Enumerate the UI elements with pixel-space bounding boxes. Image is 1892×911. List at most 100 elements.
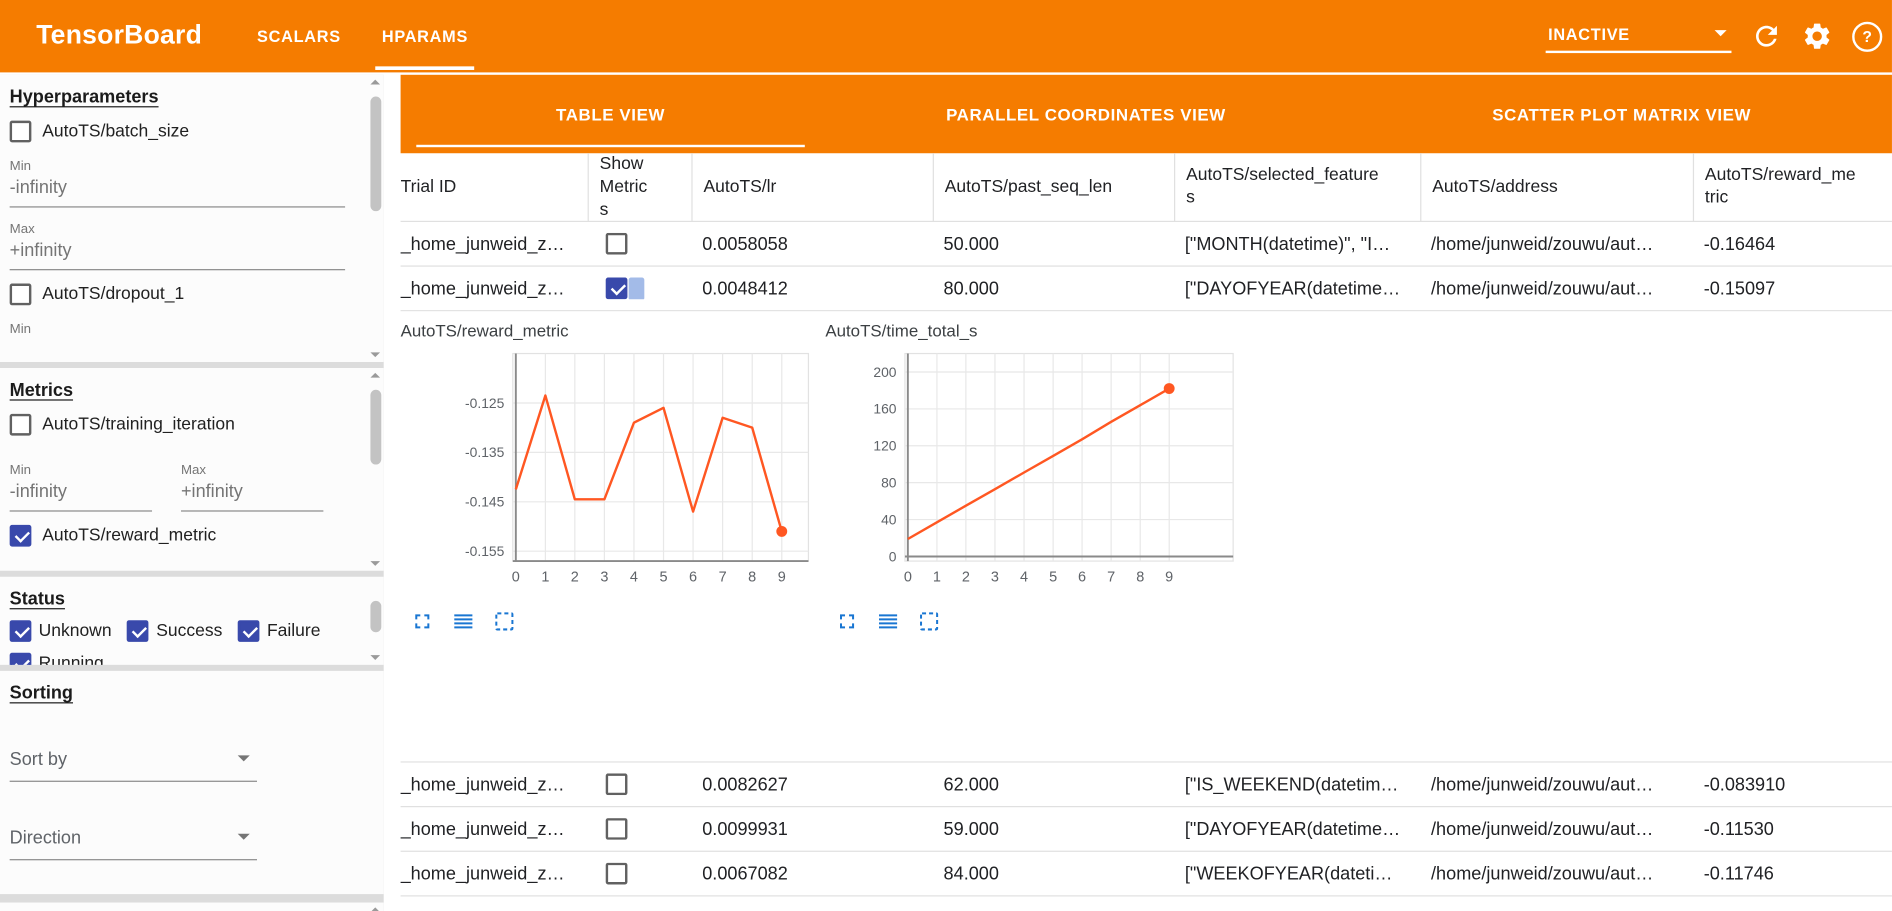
table-row[interactable]: _home_junweid_z… 0.0048412 80.000 ["DAYO… — [400, 267, 1892, 312]
scroll-down-icon[interactable] — [370, 352, 381, 358]
checkbox[interactable] — [9, 620, 32, 642]
scroll-down-icon[interactable] — [370, 561, 381, 566]
fullscreen-icon[interactable] — [835, 609, 859, 633]
svg-text:-0.155: -0.155 — [465, 543, 505, 559]
svg-text:160: 160 — [873, 401, 896, 417]
min-input[interactable]: -infinity — [9, 478, 153, 512]
table-row[interactable]: _home_junweid_z… 0.0067082 84.000 ["WEEK… — [400, 852, 1892, 897]
trial-id-cell: _home_junweid_z… — [400, 233, 565, 254]
show-metrics-cell — [588, 862, 692, 885]
scrollbar[interactable] — [368, 75, 382, 362]
fullscreen-icon[interactable] — [410, 609, 434, 633]
dashed-square-icon[interactable] — [492, 609, 516, 633]
scroll-up-icon[interactable] — [370, 79, 381, 85]
dashed-square-icon[interactable] — [917, 609, 941, 633]
past-seq-len-cell: 50.000 — [943, 233, 999, 254]
table-row[interactable]: _home_junweid_z… 0.0082627 62.000 ["IS_W… — [400, 763, 1892, 808]
metric-item[interactable]: AutoTS/training_iteration — [9, 411, 384, 438]
tab-scatter-plot-matrix-view[interactable]: SCATTER PLOT MATRIX VIEW — [1492, 104, 1752, 124]
show-metrics-checkbox[interactable] — [605, 232, 628, 255]
show-metrics-checkbox[interactable] — [605, 818, 628, 840]
scrollbar[interactable] — [368, 577, 382, 665]
min-input[interactable]: -infinity — [9, 174, 346, 208]
status-row: Unknown Success Failure — [9, 620, 384, 642]
show-metrics-checkbox[interactable] — [605, 862, 628, 885]
scroll-down-icon[interactable] — [370, 655, 381, 661]
direction-select[interactable]: Direction — [9, 823, 258, 861]
horizontal-lines-icon[interactable] — [451, 609, 475, 633]
scrollbar-thumb[interactable] — [370, 389, 382, 465]
checkbox[interactable] — [9, 652, 32, 665]
checkbox[interactable] — [9, 413, 32, 436]
hparam-label: AutoTS/dropout_1 — [42, 284, 185, 305]
header-actions: INACTIVE ? — [1545, 0, 1883, 72]
metrics-panel: Metrics AutoTS/training_iteration Min -i… — [0, 368, 384, 571]
show-metrics-checkbox[interactable] — [605, 277, 628, 300]
tab-parallel-coordinates-view[interactable]: PARALLEL COORDINATES VIEW — [946, 104, 1226, 124]
col-trial-id[interactable]: Trial ID — [400, 177, 457, 197]
tab-scalars[interactable]: SCALARS — [257, 27, 341, 46]
status-item[interactable]: Running — [9, 652, 104, 665]
col-lr[interactable]: AutoTS/lr — [691, 153, 932, 222]
checkbox[interactable] — [127, 620, 149, 642]
reward-metric-cell: -0.11530 — [1703, 818, 1774, 840]
scrollbar-thumb[interactable] — [370, 600, 382, 633]
col-selected-features[interactable]: AutoTS/selected_features — [1174, 153, 1420, 222]
checkbox[interactable] — [9, 120, 32, 143]
view-tabs: TABLE VIEW PARALLEL COORDINATES VIEW SCA… — [400, 74, 1892, 154]
reward-metric-cell: -0.16464 — [1703, 233, 1776, 254]
help-icon[interactable]: ? — [1852, 21, 1883, 52]
show-metrics-checkbox[interactable] — [605, 773, 628, 796]
scroll-up-icon[interactable] — [370, 907, 381, 911]
scrollbar[interactable] — [368, 368, 382, 571]
chart-canvas[interactable]: 0 1 2 3 4 5 6 7 8 9 0 40 80 120 160 200 — [825, 348, 1240, 593]
reward-metric-line-chart[interactable]: 0 1 2 3 4 5 6 7 8 9 -0.125 -0.135 -0.145 -0.155 — [401, 348, 816, 593]
svg-text:200: 200 — [873, 364, 896, 380]
hparam-item[interactable]: AutoTS/dropout_1 — [9, 281, 384, 308]
col-reward-metric[interactable]: AutoTS/reward_metric — [1692, 153, 1892, 222]
status-item[interactable]: Failure — [238, 620, 320, 642]
col-address[interactable]: AutoTS/address — [1420, 153, 1693, 222]
svg-text:4: 4 — [630, 570, 638, 586]
status-row: Running — [9, 652, 384, 665]
col-past-seq-len[interactable]: AutoTS/past_seq_len — [932, 153, 1174, 222]
trial-id-cell: _home_junweid_z… — [400, 818, 565, 840]
max-field: Max +infinity — [180, 463, 324, 512]
scrollbar-thumb[interactable] — [370, 96, 382, 212]
table-row[interactable]: _home_junweid_z… 0.0058058 50.000 ["MONT… — [400, 222, 1892, 267]
chart-title: AutoTS/reward_metric — [400, 320, 569, 341]
max-input[interactable]: +infinity — [180, 478, 324, 512]
horizontal-lines-icon[interactable] — [876, 609, 900, 633]
table-row[interactable]: _home_junweid_z… 0.0099931 59.000 ["DAYO… — [400, 807, 1892, 852]
status-label: Running — [38, 653, 104, 665]
minmax-row: Min -infinity Max +infinity — [9, 449, 384, 512]
hparam-item[interactable]: AutoTS/batch_size — [9, 118, 384, 145]
max-input[interactable]: +infinity — [9, 236, 346, 271]
svg-text:3: 3 — [600, 570, 608, 586]
refresh-icon[interactable] — [1751, 21, 1782, 52]
tab-hparams[interactable]: HPARAMS — [361, 0, 488, 72]
col-show-metrics[interactable]: Show Metrics — [587, 153, 692, 222]
sort-by-select[interactable]: Sort by — [9, 744, 258, 782]
sidebar: Hyperparameters AutoTS/batch_size Min -i… — [0, 74, 384, 911]
scroll-up-icon[interactable] — [370, 372, 381, 378]
max-field: Max +infinity — [9, 222, 346, 271]
time-total-line-chart[interactable]: 0 1 2 3 4 5 6 7 8 9 0 40 80 120 160 200 — [825, 348, 1240, 593]
svg-text:9: 9 — [778, 570, 786, 586]
status-item[interactable]: Unknown — [9, 620, 112, 642]
checkbox[interactable] — [238, 620, 260, 642]
chart-canvas[interactable]: 0 1 2 3 4 5 6 7 8 9 -0.125 -0.135 -0.145 -0.155 — [401, 348, 816, 593]
tab-table-view[interactable]: TABLE VIEW — [401, 75, 821, 153]
reload-mode-select[interactable]: INACTIVE — [1545, 19, 1732, 54]
chevron-down-icon — [237, 833, 250, 846]
show-metrics-cell — [588, 232, 692, 255]
scrollbar[interactable] — [368, 903, 382, 911]
status-label: Unknown — [38, 621, 112, 641]
main-content: TABLE VIEW PARALLEL COORDINATES VIEW SCA… — [400, 74, 1892, 911]
settings-gear-icon[interactable] — [1801, 21, 1832, 52]
checkbox[interactable] — [9, 283, 32, 306]
trial-id-cell: _home_junweid_z… — [400, 278, 565, 299]
metric-item[interactable]: AutoTS/reward_metric — [9, 522, 384, 549]
status-item[interactable]: Success — [127, 620, 222, 642]
checkbox[interactable] — [9, 524, 32, 547]
